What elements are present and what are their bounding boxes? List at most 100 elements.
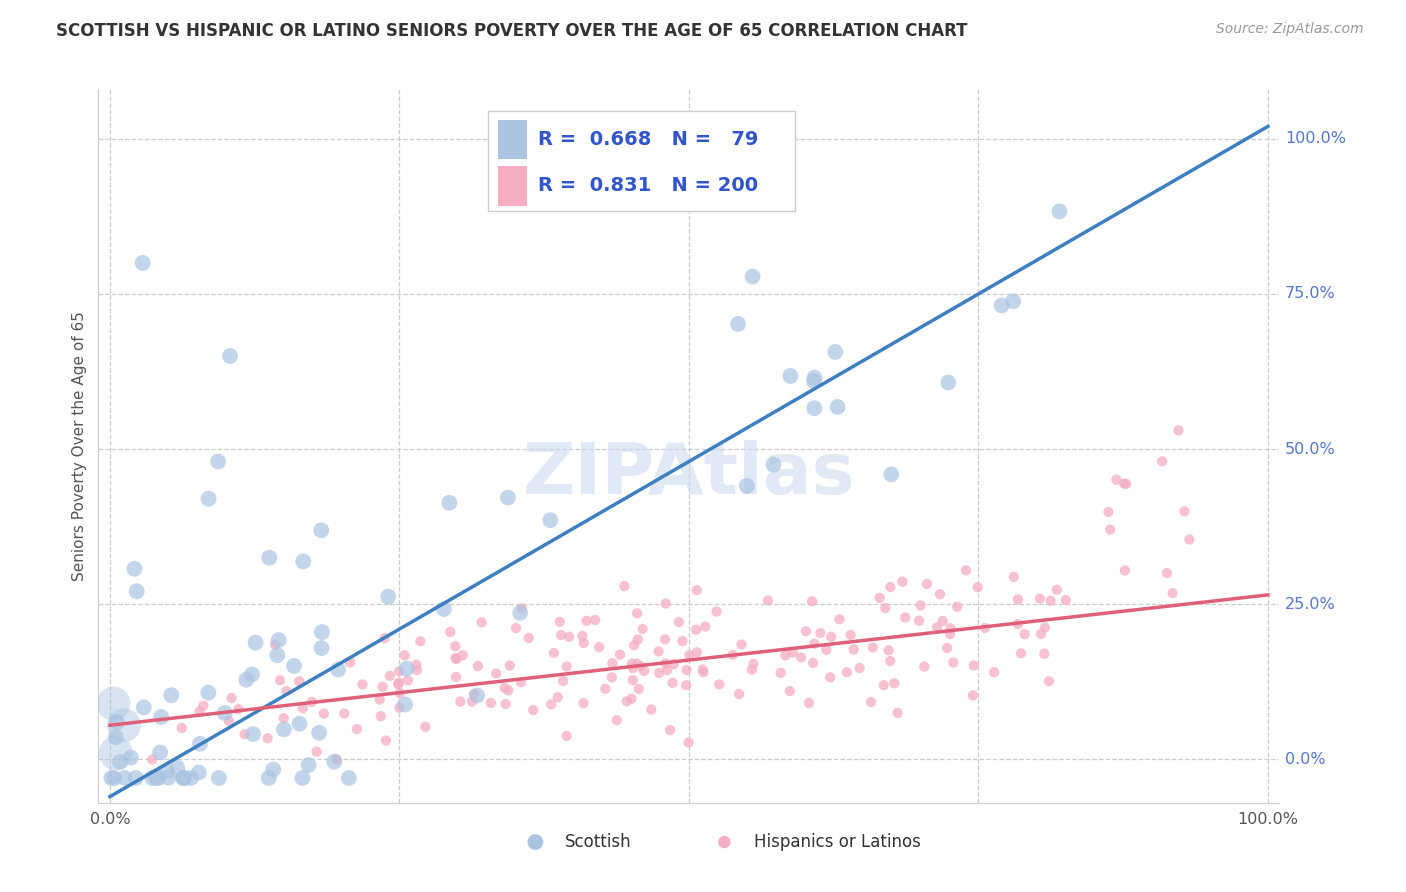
Point (1054, 593, 1077, 607)
Point (100, 771, 122, 785)
Point (1173, 504, 1195, 518)
Point (378, 669, 401, 683)
Point (675, 663, 697, 677)
Point (883, 676, 905, 690)
Point (291, 771, 314, 785)
Point (262, 763, 284, 777)
Point (214, 706, 236, 720)
Point (1002, 570, 1025, 584)
Point (727, 317, 749, 331)
Point (692, 665, 714, 680)
Point (571, 629, 593, 643)
Point (558, 630, 581, 644)
Point (735, 479, 758, 493)
Point (756, 593, 779, 607)
Point (794, 624, 817, 639)
Point (659, 723, 682, 738)
Text: 0.0%: 0.0% (1285, 752, 1326, 767)
Point (790, 650, 813, 665)
Point (762, 458, 785, 472)
Point (555, 659, 578, 673)
Point (955, 563, 977, 577)
Point (621, 661, 644, 675)
Text: 0.0%: 0.0% (90, 812, 131, 827)
Point (827, 400, 849, 414)
Point (387, 677, 409, 691)
Point (575, 614, 598, 628)
Point (879, 580, 901, 594)
Point (465, 689, 488, 703)
Point (631, 622, 654, 636)
Point (498, 683, 520, 698)
Point (312, 706, 335, 721)
Point (626, 607, 648, 621)
Point (595, 681, 617, 696)
Point (547, 690, 569, 705)
Point (264, 638, 287, 652)
Point (219, 349, 242, 363)
Point (485, 666, 508, 681)
Point (160, 688, 183, 702)
Point (218, 714, 240, 728)
Point (662, 657, 685, 672)
Point (207, 454, 229, 468)
Point (346, 722, 368, 736)
Point (555, 729, 578, 743)
Point (1033, 621, 1056, 635)
Point (288, 716, 311, 731)
Point (221, 691, 243, 706)
Point (606, 713, 628, 727)
Point (936, 376, 959, 390)
Point (1007, 617, 1029, 632)
Point (1099, 523, 1122, 537)
Point (388, 686, 411, 700)
Point (288, 674, 311, 689)
Point (835, 665, 858, 680)
Point (695, 619, 717, 633)
Point (439, 496, 461, 510)
Point (292, 554, 315, 568)
Point (124, 562, 146, 576)
Point (875, 601, 897, 615)
Point (983, 665, 1005, 680)
Point (197, 685, 219, 699)
Point (623, 638, 645, 652)
Point (553, 673, 575, 688)
Text: 50.0%: 50.0% (1285, 442, 1336, 457)
Point (333, 706, 356, 721)
Point (510, 601, 533, 615)
Point (259, 550, 281, 565)
Point (1033, 647, 1056, 661)
Point (173, 771, 195, 785)
Point (495, 697, 517, 711)
Point (803, 637, 825, 651)
Point (860, 695, 883, 709)
Point (540, 698, 562, 712)
Point (886, 706, 908, 720)
Point (686, 645, 709, 659)
Point (150, 710, 173, 724)
Point (706, 605, 728, 619)
Point (550, 628, 572, 642)
Point (803, 401, 825, 416)
Point (583, 613, 606, 627)
Point (374, 733, 396, 747)
Point (444, 670, 467, 684)
Point (713, 787, 735, 801)
Point (910, 599, 932, 613)
Text: 100.0%: 100.0% (1285, 131, 1347, 146)
Point (627, 632, 650, 647)
Point (388, 675, 411, 690)
Point (505, 621, 527, 635)
Point (471, 615, 494, 630)
Point (1014, 627, 1036, 641)
Point (325, 752, 347, 766)
Point (125, 584, 148, 599)
Point (352, 677, 374, 691)
Point (104, 746, 127, 760)
Point (141, 771, 163, 785)
Point (517, 631, 540, 645)
Point (1115, 476, 1137, 491)
Point (741, 269, 763, 284)
Point (779, 369, 801, 384)
